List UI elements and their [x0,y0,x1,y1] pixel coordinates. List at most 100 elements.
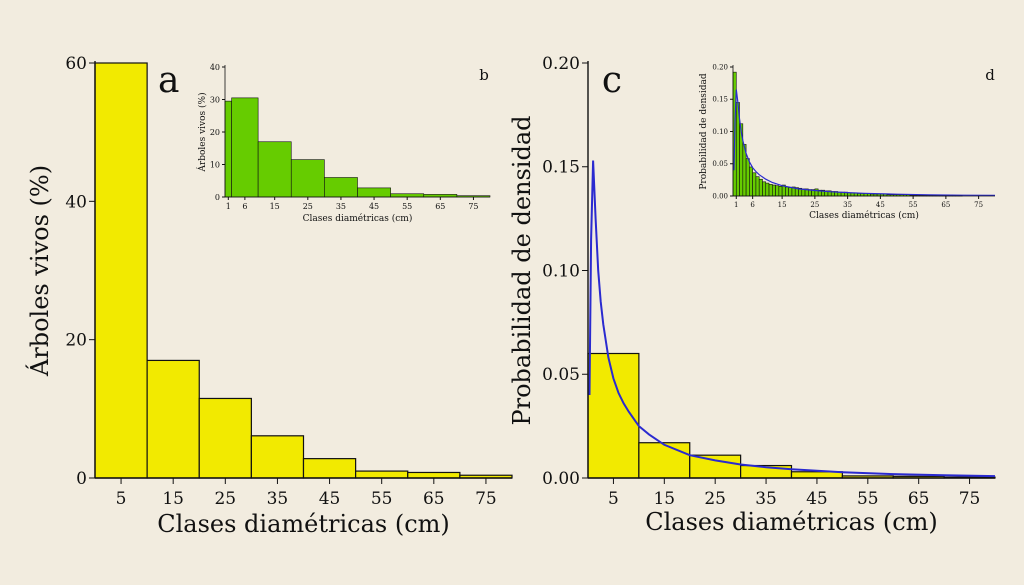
panel-b-letter: b [479,66,489,84]
panel-b-x-tick-label-6: 55 [402,202,412,211]
panel-d-x-label: Clases diamétricas (cm) [809,210,919,221]
panel-c-x-tick-label-2: 25 [704,489,726,509]
panel-b-x-tick-label-8: 75 [468,202,478,211]
panel-d-bar-4 [745,158,750,197]
panel-b-y-label: Árboles vivos (%) [196,92,208,172]
panel-a-y-tick-label-2: 40 [65,192,87,212]
panel-d-y-label: Probabilidad de densidad [699,73,709,190]
panel-b-x-tick-label-5: 45 [369,202,379,211]
panel-b-y-tick-label-0: 0 [215,193,220,202]
panel-a-bar-2 [198,397,252,479]
panel-d-bar-8 [758,178,763,197]
panel-d-bar-16 [785,186,789,197]
panel-d-x-tick-label-8: 75 [974,201,983,209]
panel-a-x-tick-label-3: 35 [267,489,289,509]
panel-b-x-tick-label-4: 35 [336,202,346,211]
panel-a-x-label: Clases diamétricas (cm) [157,510,450,538]
panel-b: 0 10 20 30 40 1 6 15 25 35 45 55 65 75 Clases diamétri… [196,63,491,224]
panel-c-y-tick-label-0: 0.00 [542,469,580,489]
panel-d-bar-7 [755,176,760,197]
panel-d-y-tick-label-1: 0.05 [712,160,728,168]
panel-d-bar-12 [771,184,776,197]
panel-a-y-tick-label-1: 20 [65,331,87,351]
panel-d-y-tick-label-2: 0.10 [712,128,728,136]
panel-b-y-tick-label-4: 40 [210,63,220,72]
panel-b-x-tick-label-1: 6 [242,202,247,211]
panel-b-bar-2 [257,141,292,198]
panel-a-bar-5 [355,470,409,479]
panel-c-x-tick-label-6: 65 [908,489,930,509]
panel-d-bar-6 [752,172,757,197]
panel-a-x-tick-label-5: 55 [371,489,393,509]
panel-b-bar-6 [390,193,425,198]
panel-b-bar-3 [290,159,325,198]
panel-d-y-tick-label-3: 0.15 [712,96,728,104]
panel-a-y-tick-label-3: 60 [65,54,87,74]
panel-d-x-tick-label-4: 35 [843,201,852,209]
panel-c-y-tick-label-2: 0.10 [542,261,580,281]
panel-a-x-tick-label-1: 15 [162,489,184,509]
panel-b-y-tick-label-1: 10 [210,160,220,169]
panel-c-x-tick-label-4: 45 [806,489,828,509]
panel-a-x-tick-label-7: 75 [475,489,497,509]
panel-b-bar-1 [231,97,259,198]
panel-c-letter: c [602,60,622,101]
panel-a-x-tick-label-2: 25 [214,489,236,509]
panel-d-bar-17 [788,187,793,197]
panel-a-bar-1 [146,359,200,479]
panel-c-x-tick-label-3: 35 [755,489,777,509]
panel-c-y-tick-label-4: 0.20 [542,54,580,74]
panel-b-bar-4 [324,177,358,198]
panel-c-bar-1 [638,442,691,479]
panel-a-bar-6 [407,471,461,479]
panel-d-x-tick-label-0: 1 [734,201,738,209]
panel-a-bar-4 [302,458,357,479]
panel-d-density-curve [733,89,996,196]
panel-c-y-label: Probabilidad de densidad [508,115,536,425]
panel-b-x-tick-label-0: 1 [226,202,231,211]
panel-a-x-tick-label-4: 45 [319,489,341,509]
panel-c-x-tick-label-0: 5 [608,489,619,509]
panel-b-y-tick-label-3: 30 [210,95,220,104]
panel-d-bar-9 [762,181,767,197]
panel-b-x-tick-label-7: 65 [435,202,445,211]
panel-c-bar-0 [587,352,640,479]
panel-c-y-tick-label-1: 0.05 [542,365,580,385]
panel-b-bar-0 [224,100,232,198]
panel-c-density-curve [588,160,996,478]
panel-a-x-tick-label-6: 65 [423,489,445,509]
panel-d-x-tick-label-3: 25 [810,201,819,209]
panel-c-x-tick-label-7: 75 [959,489,981,509]
panel-d-y-tick-label-4: 0.20 [712,63,728,71]
panel-a-y-tick-label-0: 0 [76,469,87,489]
panel-c-x-label: Clases diamétricas (cm) [645,508,938,536]
panel-b-x-label: Clases diamétricas (cm) [303,213,413,224]
panel-d-x-tick-label-7: 65 [941,201,950,209]
panel-d-bar-10 [765,182,770,197]
panel-b-bar-5 [357,187,391,198]
panel-d-x-tick-label-6: 55 [909,201,918,209]
panel-a-x-tick-label-0: 5 [116,489,127,509]
panel-c-y-tick-label-3: 0.15 [542,158,580,178]
panel-c: 0.00 0.05 0.10 0.15 0.20 5 15 25 35 45 55 65 75 Clase… [508,54,996,536]
panel-b-x-tick-label-2: 15 [270,202,280,211]
panel-d-bar-11 [768,184,773,197]
panel-d-x-tick-label-5: 45 [876,201,885,209]
panel-b-x-tick-label-3: 25 [303,202,313,211]
panel-d-bar-5 [749,166,753,197]
panel-d: 0.00 0.05 0.10 0.15 0.20 1 6 15 25 35 45 55 65 75 Clas… [699,63,995,221]
panel-a-letter: a [158,60,179,101]
panel-d-bar-13 [775,185,780,197]
panel-a-bar-3 [250,435,305,479]
panel-c-x-tick-label-1: 15 [653,489,675,509]
panel-d-letter: d [985,66,995,84]
panel-d-y-tick-label-0: 0.00 [712,192,728,200]
panel-d-x-tick-label-1: 6 [750,201,755,209]
panel-b-y-tick-label-2: 20 [210,128,220,137]
panel-d-bar-14 [778,186,783,197]
panel-c-bar-2 [689,454,742,479]
panel-a-bar-0 [94,62,148,479]
panel-a-y-label: Árboles vivos (%) [25,165,54,377]
